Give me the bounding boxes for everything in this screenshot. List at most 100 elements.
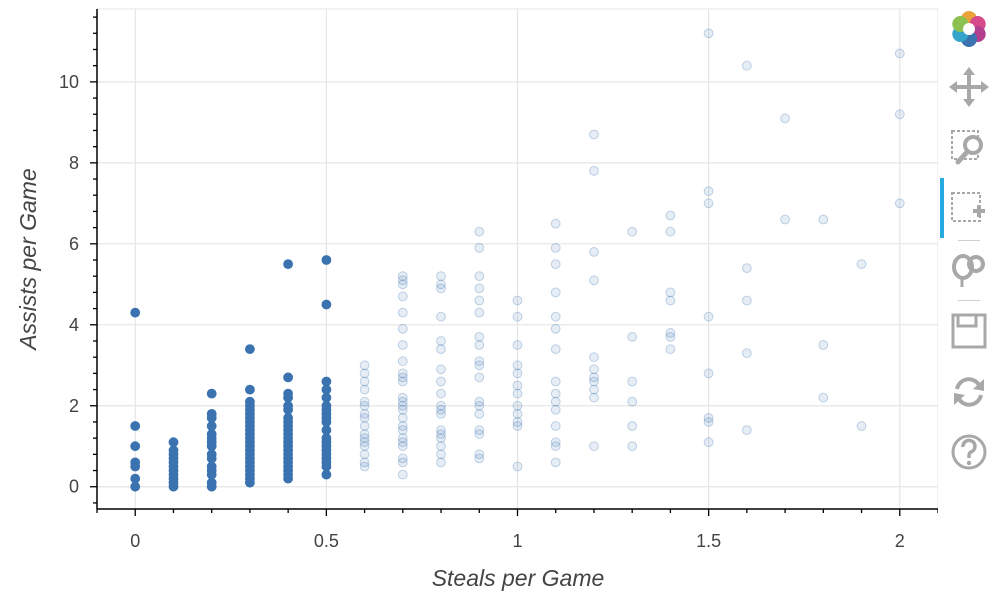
selected-point — [321, 392, 332, 403]
unselected-point — [627, 226, 638, 237]
selected-point — [206, 449, 217, 460]
unselected-point — [550, 441, 561, 452]
unselected-point — [512, 417, 523, 427]
unselected-point — [359, 368, 370, 379]
unselected-point — [474, 307, 485, 318]
unselected-point — [397, 396, 408, 407]
unselected-point — [512, 340, 523, 350]
unselected-point — [397, 356, 408, 367]
unselected-point — [856, 259, 867, 270]
unselected-point — [474, 372, 485, 383]
unselected-point — [894, 109, 905, 120]
unselected-point — [397, 271, 408, 282]
selected-point — [321, 384, 332, 395]
selected-point — [206, 429, 217, 440]
unselected-point — [359, 429, 370, 440]
unselected-point — [397, 279, 408, 290]
unselected-point — [742, 295, 752, 306]
unselected-point — [474, 449, 485, 460]
unselected-point — [703, 368, 714, 379]
unselected-point — [550, 388, 561, 399]
save-icon[interactable] — [944, 306, 994, 356]
unselected-point — [589, 441, 599, 452]
x-tick-label: 0.5 — [314, 531, 339, 551]
unselected-point — [436, 279, 446, 290]
unselected-point — [512, 388, 523, 399]
selected-point — [321, 425, 332, 436]
box-zoom-icon[interactable] — [944, 122, 994, 172]
unselected-point — [818, 214, 829, 225]
unselected-point — [589, 364, 599, 375]
unselected-point — [742, 348, 752, 359]
unselected-point — [436, 283, 446, 294]
selected-point — [283, 400, 294, 411]
selected-point — [168, 445, 179, 456]
unselected-point — [359, 409, 370, 419]
unselected-point — [397, 323, 408, 334]
unselected-point — [474, 340, 485, 350]
unselected-point — [397, 275, 408, 286]
unselected-point — [665, 332, 676, 342]
unselected-point — [550, 311, 561, 322]
unselected-point — [474, 356, 485, 367]
reset-icon[interactable] — [944, 367, 994, 417]
unselected-point — [703, 28, 714, 39]
unselected-point — [550, 437, 561, 448]
unselected-point — [589, 372, 599, 383]
unselected-point — [474, 400, 485, 411]
bokeh-logo-icon[interactable] — [944, 4, 994, 54]
unselected-point — [397, 437, 408, 448]
unselected-point — [550, 323, 561, 334]
selected-point — [130, 473, 141, 484]
unselected-point — [856, 421, 867, 431]
selected-point — [321, 400, 332, 411]
selected-point — [245, 384, 255, 395]
unselected-point — [894, 198, 905, 209]
unselected-point — [397, 441, 408, 452]
selected-point — [321, 376, 332, 387]
unselected-point — [359, 413, 370, 423]
unselected-point — [474, 360, 485, 371]
unselected-point — [359, 384, 370, 395]
unselected-point — [550, 218, 561, 229]
lasso-select-icon[interactable] — [944, 245, 994, 295]
unselected-point — [894, 48, 905, 59]
x-tick-label: 2 — [895, 531, 905, 551]
unselected-point — [742, 263, 752, 274]
unselected-point — [665, 295, 676, 306]
unselected-point — [742, 60, 752, 71]
x-tick-label: 0 — [130, 531, 140, 551]
unselected-point — [436, 425, 446, 436]
unselected-point — [359, 457, 370, 468]
unselected-point — [512, 295, 523, 306]
unselected-point — [550, 376, 561, 387]
unselected-point — [627, 421, 638, 431]
unselected-point — [474, 429, 485, 440]
box-select-icon[interactable] — [944, 183, 994, 233]
grid-lines — [97, 9, 938, 509]
unselected-point — [550, 259, 561, 270]
toolbar-separator — [958, 300, 980, 301]
unselected-point — [589, 384, 599, 395]
unselected-point — [397, 433, 408, 444]
pan-icon[interactable] — [944, 62, 994, 112]
selected-point — [168, 437, 179, 448]
unselected-point — [512, 409, 523, 419]
unselected-point — [550, 457, 561, 468]
unselected-point — [703, 417, 714, 427]
help-icon[interactable] — [944, 427, 994, 477]
unselected-point — [627, 441, 638, 452]
unselected-point — [397, 425, 408, 436]
unselected-point — [703, 311, 714, 322]
selected-point — [321, 299, 332, 310]
unselected-point — [436, 433, 446, 444]
unselected-point — [550, 404, 561, 415]
scatter-plot[interactable]: 0 0.5 1 1.5 2 0 2 4 6 8 10 Steals per Game Assist… — [0, 0, 938, 596]
unselected-point — [703, 437, 714, 448]
unselected-point — [665, 287, 676, 298]
selected-point — [283, 259, 294, 270]
unselected-point — [818, 392, 829, 403]
toolbar-separator — [958, 240, 980, 241]
unselected-point — [474, 425, 485, 436]
unselected-point — [397, 469, 408, 480]
